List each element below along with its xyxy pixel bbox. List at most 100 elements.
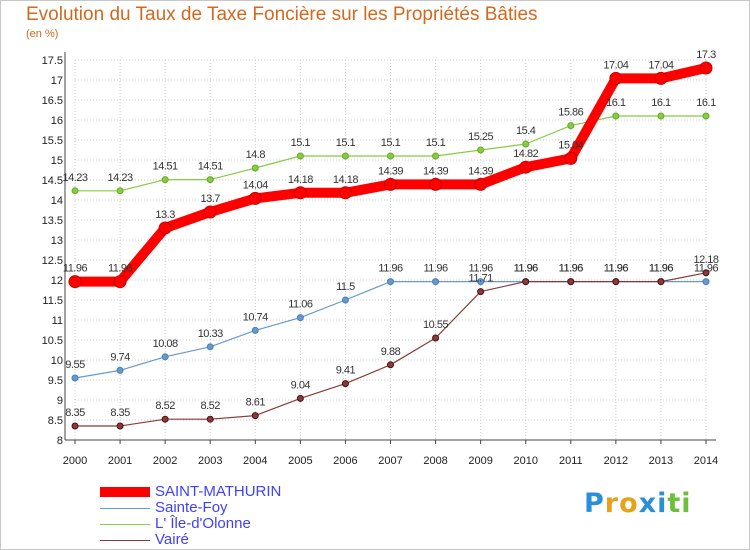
data-label-saint-mathurin: 17.04 (648, 59, 673, 71)
data-label-saint-mathurin: 15.04 (558, 139, 583, 151)
data-label-sainte-foy: 10.08 (153, 338, 178, 350)
data-point-ile-d-olonne (206, 176, 214, 184)
data-label-saint-mathurin: 14.04 (243, 179, 268, 191)
data-label-ile-d-olonne: 14.8 (246, 149, 266, 161)
data-point-saint-mathurin (384, 177, 397, 191)
data-point-sainte-foy (341, 296, 349, 304)
data-point-ile-d-olonne (161, 176, 169, 184)
data-point-sainte-foy (71, 374, 79, 382)
data-point-ile-d-olonne (657, 112, 665, 120)
data-point-vaire (567, 278, 575, 286)
data-point-sainte-foy (702, 278, 710, 286)
data-label-vaire: 11.96 (559, 263, 584, 275)
data-label-vaire: 9.88 (381, 346, 401, 358)
y-tick-label: 11.5 (42, 295, 63, 307)
x-tick-label: 2006 (333, 455, 357, 467)
data-point-sainte-foy (432, 278, 440, 286)
x-tick-label: 2005 (288, 455, 312, 467)
x-tick-label: 2010 (513, 455, 537, 467)
legend-item-saint-mathurin: SAINT-MATHURIN (100, 483, 400, 500)
data-label-saint-mathurin: 13.7 (201, 193, 221, 205)
data-point-ile-d-olonne (341, 152, 349, 160)
data-label-ile-d-olonne: 14.51 (153, 161, 178, 173)
legend-label-saint-mathurin: SAINT-MATHURIN (155, 483, 282, 500)
logo-letter: r (604, 488, 620, 519)
y-tick-label: 12.5 (42, 255, 63, 267)
data-point-sainte-foy (206, 343, 214, 351)
data-label-sainte-foy: 9.74 (110, 351, 130, 363)
y-tick-label: 16.5 (42, 95, 63, 107)
x-tick-label: 2014 (694, 455, 718, 467)
legend-item-ile-d-olonne: L' Île-d'Olonne (100, 515, 400, 532)
data-label-sainte-foy: 11.96 (559, 263, 584, 275)
data-point-sainte-foy (161, 353, 169, 361)
data-label-ile-d-olonne: 15.1 (381, 137, 401, 149)
data-label-saint-mathurin: 14.39 (468, 165, 493, 177)
data-point-ile-d-olonne (612, 112, 620, 120)
data-label-saint-mathurin: 14.18 (333, 174, 358, 186)
data-point-saint-mathurin (293, 186, 307, 200)
y-tick-label: 16 (51, 115, 63, 127)
data-label-saint-mathurin: 14.39 (378, 165, 403, 177)
data-point-vaire (522, 278, 530, 286)
legend-swatch-sainte-foy (100, 508, 150, 509)
y-tick-label: 15.5 (42, 135, 63, 147)
data-point-vaire (702, 269, 710, 277)
data-point-ile-d-olonne (522, 140, 530, 148)
y-tick-label: 17.5 (42, 55, 63, 67)
y-tick-label: 11 (52, 315, 63, 327)
data-point-sainte-foy (116, 366, 124, 374)
data-point-vaire (251, 412, 259, 420)
data-point-vaire (432, 334, 440, 342)
data-label-ile-d-olonne: 15.4 (516, 125, 536, 137)
data-label-vaire: 8.35 (65, 407, 85, 419)
y-tick-label: 8 (57, 435, 63, 447)
x-tick-label: 2011 (559, 455, 583, 467)
data-label-saint-mathurin: 14.18 (288, 174, 313, 186)
legend-label-vaire: Vairé (155, 531, 189, 548)
data-label-sainte-foy: 11.5 (336, 281, 355, 293)
data-label-saint-mathurin: 17.04 (603, 59, 628, 71)
data-label-ile-d-olonne: 14.23 (108, 172, 133, 184)
data-point-saint-mathurin (609, 71, 623, 85)
data-point-saint-mathurin (654, 71, 668, 85)
logo-letter: t (667, 488, 682, 519)
data-point-saint-mathurin (338, 186, 352, 200)
data-point-saint-mathurin (564, 151, 578, 165)
series-layer (68, 61, 713, 430)
data-point-saint-mathurin (68, 275, 82, 289)
data-label-vaire: 11.96 (604, 263, 629, 275)
axis-layer: 8 8.5 9 9.5 10 10.5 11 11.5 12 12.5 13 13.5 14 14.5 15… (42, 52, 718, 467)
x-tick-label: 2001 (108, 455, 132, 467)
data-label-vaire: 8.35 (110, 407, 130, 419)
data-point-ile-d-olonne (251, 164, 259, 172)
data-label-sainte-foy: 11.06 (288, 299, 313, 311)
y-tick-label: 8.5 (48, 415, 63, 427)
y-tick-label: 13.5 (42, 215, 63, 227)
y-tick-label: 17 (51, 75, 63, 87)
y-tick-label: 14.5 (42, 175, 63, 187)
logo-letter: x (638, 488, 658, 519)
legend-label-ile-d-olonne: L' Île-d'Olonne (155, 515, 251, 532)
x-tick-label: 2009 (468, 455, 492, 467)
data-label-ile-d-olonne: 15.1 (336, 137, 356, 149)
data-label-ile-d-olonne: 14.51 (198, 161, 223, 173)
data-point-vaire (612, 278, 620, 286)
data-label-vaire: 8.61 (246, 397, 266, 409)
data-label-saint-mathurin: 11.96 (108, 263, 133, 275)
logo-letter: P (584, 488, 605, 519)
data-label-vaire: 11.96 (514, 263, 539, 275)
data-point-ile-d-olonne (567, 122, 575, 130)
data-label-vaire: 9.04 (291, 379, 311, 391)
data-point-vaire (657, 278, 665, 286)
y-tick-label: 10 (51, 355, 63, 367)
data-point-ile-d-olonne (116, 187, 124, 195)
x-tick-label: 2012 (604, 455, 628, 467)
data-label-ile-d-olonne: 15.1 (426, 137, 446, 149)
data-label-ile-d-olonne: 16.1 (606, 97, 626, 109)
chart-title: Evolution du Taux de Taxe Foncière sur l… (26, 4, 538, 25)
logo-letter: o (619, 488, 639, 519)
legend-swatch-vaire (100, 540, 150, 541)
data-label-sainte-foy: 10.74 (243, 311, 268, 323)
